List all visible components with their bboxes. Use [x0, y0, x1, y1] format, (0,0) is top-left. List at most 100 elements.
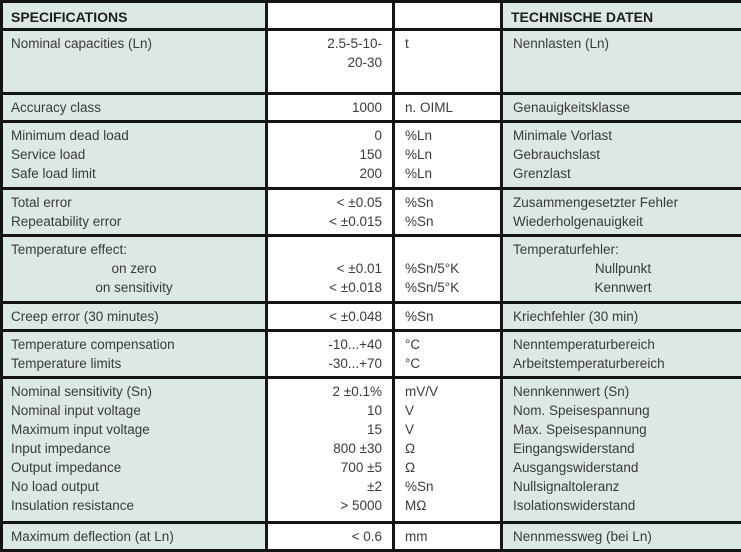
cell-line: Wiederholgenauigkeit	[513, 213, 643, 229]
cell-line: Nullpunkt	[594, 261, 652, 277]
spec-cell: Minimum dead load Service load Safe load l…	[0, 119, 268, 190]
cell-line: Zusammengesetzter Fehler	[513, 194, 679, 210]
table-row: Creep error (30 minutes) < ±0.048 %Sn Kriec…	[0, 300, 741, 332]
value-cell: 1000	[265, 92, 395, 123]
cell-line: %Sn	[405, 194, 434, 210]
cell-line: < ±0.01	[336, 261, 382, 277]
cell-line: Nennkennwert (Sn)	[513, 384, 630, 400]
cell-line: Genauigkeitsklasse	[513, 100, 631, 115]
cell-line: Eingangswiderstand	[513, 441, 635, 457]
cell-line: Safe load limit	[11, 165, 96, 181]
value-cell: -10...+40 -30...+70	[265, 328, 395, 380]
cell-line: 700 ±5	[340, 460, 382, 476]
cell-line: Ω	[405, 441, 416, 457]
cell-line: %Ln	[405, 165, 433, 181]
cell-line: 200	[359, 165, 382, 181]
german-cell: Nennkennwert (Sn) Nom. Speisespannung Max.…	[500, 376, 741, 525]
spec-cell: Nominal capacities (Ln)	[0, 28, 268, 95]
header-unit-column	[392, 0, 503, 31]
cell-line: 150	[359, 146, 382, 162]
cell-line: Arbeitstemperaturbereich	[513, 355, 665, 371]
cell-line: < ±0.05	[336, 194, 382, 210]
cell-line: Max. Speisespannung	[513, 422, 647, 438]
german-cell: Genauigkeitsklasse	[500, 92, 741, 123]
value-cell: 2.5-5-10- 20-30	[265, 28, 395, 95]
cell-line: Accuracy class	[11, 100, 102, 115]
cell-line: < ±0.018	[329, 280, 382, 296]
cell-line: Nenntemperaturbereich	[513, 336, 655, 352]
cell-line: Gebrauchslast	[513, 146, 601, 162]
cell-line: 1000	[351, 100, 382, 115]
unit-cell: mm	[392, 521, 503, 552]
table-row: Temperature compensation Temperature limi…	[0, 328, 741, 380]
table-header-row: SPECIFICATIONS TECHNISCHE DATEN	[0, 0, 741, 31]
cell-line: mm	[405, 529, 428, 545]
cell-line: < ±0.015	[329, 213, 382, 229]
german-cell: Nenntemperaturbereich Arbeitstemperaturbe…	[500, 328, 741, 380]
cell-line: 2.5-5-10-	[327, 36, 382, 51]
value-cell: < ±0.01 < ±0.018	[265, 234, 395, 304]
unit-cell: °C °C	[392, 328, 503, 380]
cell-line: t	[405, 36, 409, 51]
cell-line: 2 ±0.1%	[332, 384, 382, 400]
cell-line	[405, 53, 492, 72]
cell-line: Maximum input voltage	[11, 422, 150, 438]
header-specifications: SPECIFICATIONS	[0, 0, 268, 31]
cell-line: %Sn	[405, 479, 434, 495]
cell-line: -30...+70	[328, 355, 382, 371]
spec-cell: Total error Repeatability error	[0, 186, 268, 238]
header-value-column	[265, 0, 395, 31]
table-body: Nominal capacities (Ln) 2.5-5-10- 20-30 t Ne…	[0, 28, 741, 552]
spec-cell: Accuracy class	[0, 92, 268, 123]
cell-line	[405, 240, 492, 259]
unit-cell: %Sn/5°K %Sn/5°K	[392, 234, 503, 304]
cell-line: 0	[374, 127, 382, 143]
cell-line: Minimale Vorlast	[513, 127, 613, 143]
cell-line: Minimum dead load	[11, 127, 129, 143]
table-row: Maximum deflection (at Ln) < 0.6 mm Nennmes…	[0, 521, 741, 552]
value-cell: 2 ±0.1% 10 15 800 ±30 700 ±5 ±2 > 5000	[265, 376, 395, 525]
value-cell: < ±0.05 < ±0.015	[265, 186, 395, 238]
cell-line: %Ln	[405, 146, 433, 162]
spec-cell: Temperature compensation Temperature limi…	[0, 328, 268, 380]
spec-cell: Nominal sensitivity (Sn) Nominal input vo…	[0, 376, 268, 525]
cell-line: Kriechfehler (30 min)	[513, 308, 639, 324]
cell-line: Temperature limits	[11, 355, 122, 371]
cell-line: Total error	[11, 194, 72, 210]
value-cell: 0 150 200	[265, 119, 395, 190]
cell-line: < ±0.048	[329, 308, 382, 324]
cell-line: ±2	[367, 479, 382, 495]
cell-line: Creep error (30 minutes)	[11, 308, 159, 324]
cell-line: %Sn	[405, 308, 434, 324]
cell-line: Output impedance	[11, 460, 122, 476]
cell-line: Nominal sensitivity (Sn)	[11, 384, 153, 400]
spec-cell: Maximum deflection (at Ln)	[0, 521, 268, 552]
cell-line: mV/V	[405, 384, 439, 400]
table-row: Minimum dead load Service load Safe load l…	[0, 119, 741, 190]
value-cell: < 0.6	[265, 521, 395, 552]
header-technische-daten: TECHNISCHE DATEN	[500, 0, 741, 31]
cell-line: %Ln	[405, 127, 433, 143]
cell-line: Nennlasten (Ln)	[513, 36, 610, 51]
german-cell: Zusammengesetzter Fehler Wiederholgenauig…	[500, 186, 741, 238]
cell-line: Service load	[11, 146, 86, 162]
table-row: Accuracy class 1000 n. OIML Genauigkeitskla…	[0, 92, 741, 123]
german-cell: Nennlasten (Ln)	[500, 28, 741, 95]
cell-line: V	[405, 422, 415, 438]
cell-line: Nominal input voltage	[11, 403, 141, 419]
cell-line: 10	[366, 403, 382, 419]
cell-line: Kennwert	[594, 280, 652, 296]
cell-line	[11, 53, 257, 72]
cell-line: -10...+40	[328, 336, 382, 352]
unit-cell: t	[392, 28, 503, 95]
cell-line: Temperature compensation	[11, 336, 175, 352]
german-cell: Kriechfehler (30 min)	[500, 300, 741, 332]
cell-line: Input impedance	[11, 441, 111, 457]
cell-line: Ausgangswiderstand	[513, 460, 639, 476]
unit-cell: n. OIML	[392, 92, 503, 123]
cell-line: Nominal capacities (Ln)	[11, 36, 153, 51]
cell-line: Temperature effect:	[11, 242, 128, 258]
unit-cell: %Sn %Sn	[392, 186, 503, 238]
cell-line: on sensitivity	[95, 280, 173, 296]
